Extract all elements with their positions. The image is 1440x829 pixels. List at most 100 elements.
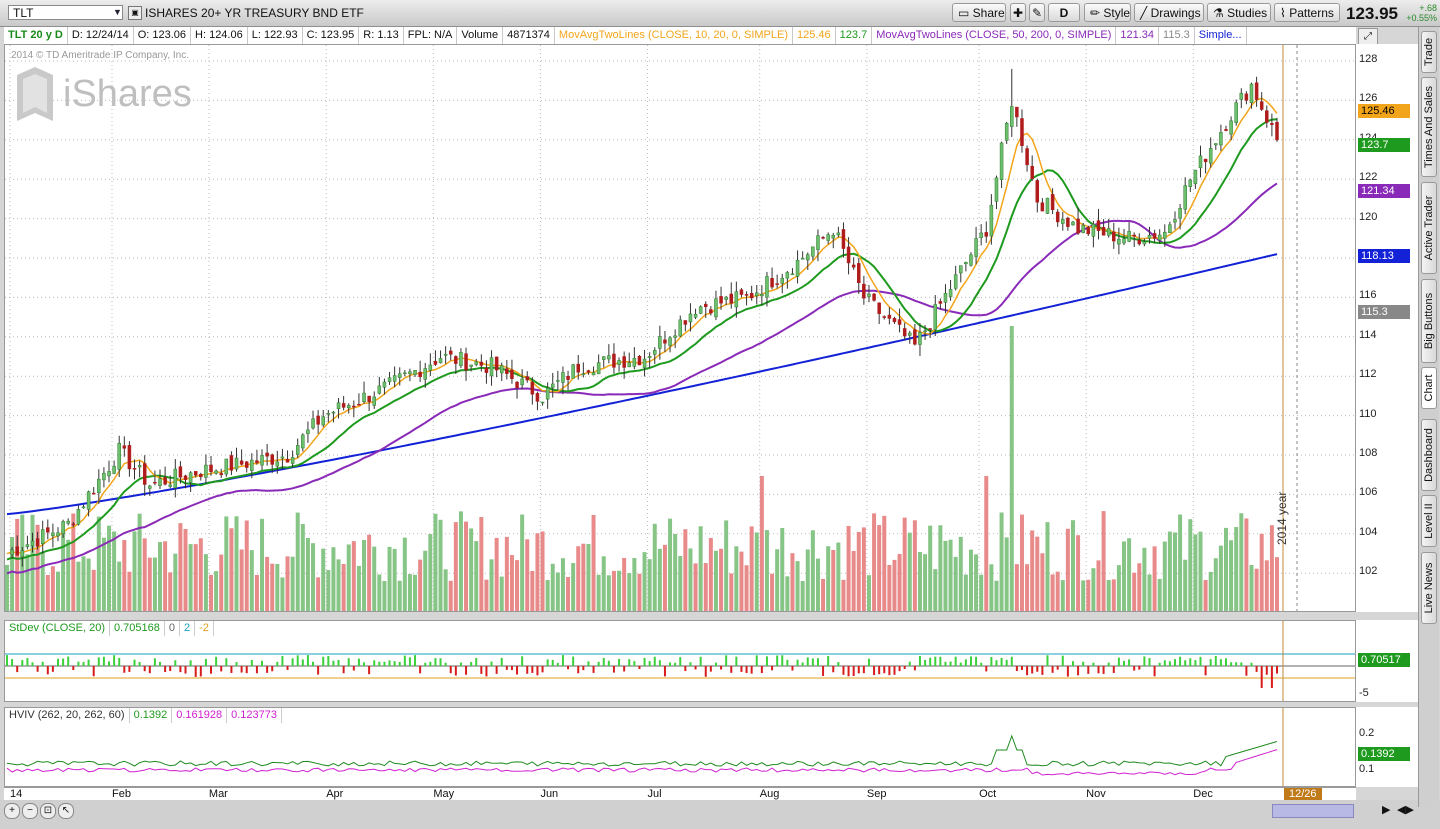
zoom-in-icon[interactable]: + bbox=[4, 803, 20, 819]
studies-button[interactable]: ⚗ Studies bbox=[1207, 3, 1271, 22]
stdev-bar bbox=[21, 660, 24, 666]
chart-settings-icon[interactable]: ⤢ bbox=[1358, 28, 1378, 45]
volume-label[interactable]: Volume bbox=[457, 27, 504, 44]
patterns-button[interactable]: ⌇ Patterns bbox=[1274, 3, 1340, 22]
stdev-bar bbox=[944, 661, 947, 666]
candle-body bbox=[872, 293, 876, 301]
candle-body bbox=[816, 235, 820, 250]
candle-body bbox=[357, 404, 361, 406]
price-axis[interactable]: 1281261241221201181161141121101081061041… bbox=[1356, 44, 1418, 612]
candle-body bbox=[688, 313, 693, 323]
stdev-bar bbox=[1204, 666, 1207, 676]
volume-bar bbox=[300, 523, 305, 611]
volume-bar bbox=[637, 573, 642, 611]
candle-body bbox=[556, 380, 560, 382]
volume-bar bbox=[50, 566, 55, 611]
tab-level-ii[interactable]: Level II bbox=[1421, 495, 1437, 547]
tab-times-and-sales[interactable]: Times And Sales bbox=[1421, 77, 1437, 177]
ma2-label[interactable]: MovAvgTwoLines (CLOSE, 50, 200, 0, SIMPL… bbox=[872, 27, 1117, 44]
candle-body bbox=[474, 361, 478, 365]
volume-bar bbox=[780, 528, 785, 611]
share-button[interactable]: ▭ Share bbox=[952, 3, 1006, 22]
volume-bar bbox=[1045, 522, 1050, 611]
drawings-button[interactable]: ╱ Drawings bbox=[1134, 3, 1204, 22]
symbol-input[interactable]: TLT bbox=[8, 5, 123, 20]
stdev-bar bbox=[1117, 657, 1120, 666]
stdev-bar bbox=[878, 666, 881, 675]
period-button[interactable]: D bbox=[1048, 3, 1080, 22]
tab-dashboard[interactable]: Dashboard bbox=[1421, 419, 1437, 491]
time-axis[interactable]: 14 Feb Mar Apr May Jun Jul Aug Sep Oct Nov Dec 12/2… bbox=[4, 787, 1356, 802]
hviv-legend: HVIV (262, 20, 262, 60) 0.1392 0.161928 0.1… bbox=[5, 708, 283, 723]
stdev-axis[interactable]: 0.70517 -5 bbox=[1356, 620, 1418, 702]
ishares-logo-icon bbox=[15, 65, 53, 121]
tab-trade[interactable]: Trade bbox=[1421, 31, 1437, 73]
stdev-bar bbox=[658, 660, 661, 666]
cursor-icon[interactable]: ↖ bbox=[58, 803, 74, 819]
candle-body bbox=[1254, 82, 1259, 100]
hviv-axis[interactable]: 0.2 0.1392 0.1 bbox=[1356, 707, 1418, 787]
hviv-panel[interactable]: HVIV (262, 20, 262, 60) 0.1392 0.161928 0.1… bbox=[4, 707, 1356, 787]
stdev-bar bbox=[781, 655, 784, 666]
zoom-out-icon[interactable]: − bbox=[22, 803, 38, 819]
link-icon[interactable]: ▣ bbox=[128, 6, 142, 20]
simple-link[interactable]: Simple... bbox=[1195, 27, 1247, 44]
volume-bar bbox=[617, 570, 622, 611]
stdev-bar bbox=[1097, 666, 1100, 674]
stdev-bar bbox=[618, 658, 621, 666]
horizontal-scrollbar[interactable] bbox=[1272, 804, 1354, 818]
stdev-bar bbox=[378, 661, 381, 666]
tab-chart[interactable]: Chart bbox=[1421, 367, 1437, 409]
candle-body bbox=[851, 264, 856, 268]
hviv-label[interactable]: HVIV (262, 20, 262, 60) bbox=[5, 708, 130, 723]
candle-body bbox=[234, 457, 239, 470]
volume-bar bbox=[469, 528, 474, 611]
stdev-bar bbox=[1005, 659, 1008, 666]
tab-live-news[interactable]: Live News bbox=[1421, 552, 1437, 624]
year-label: 2014 year bbox=[1275, 492, 1289, 545]
stdev-bar bbox=[1122, 660, 1125, 666]
stdev-panel[interactable]: StDev (CLOSE, 20) 0.705168 0 2 -2 bbox=[4, 620, 1356, 702]
stdev-bar bbox=[1184, 660, 1187, 666]
stdev-bar bbox=[1276, 666, 1278, 674]
candle-body bbox=[295, 445, 300, 455]
stdev-bar bbox=[883, 666, 886, 674]
stdev-bar bbox=[1245, 666, 1248, 676]
symbol-period-label[interactable]: TLT 20 y D bbox=[4, 27, 68, 44]
stdev-bar bbox=[985, 666, 988, 672]
tab-active-trader[interactable]: Active Trader bbox=[1421, 182, 1437, 274]
tab-level-label: Level II bbox=[1423, 503, 1435, 539]
volume-bar bbox=[795, 561, 800, 611]
pencil-tool-icon[interactable]: ✎ bbox=[1029, 3, 1045, 22]
volume-bar bbox=[86, 558, 91, 611]
stdev-bar bbox=[1041, 666, 1044, 675]
stdev-bar bbox=[1260, 666, 1263, 688]
crosshair-tool-icon[interactable]: ✚ bbox=[1010, 3, 1026, 22]
volume-bar bbox=[933, 569, 938, 611]
volume-bar bbox=[351, 541, 356, 611]
symbol-dropdown-icon[interactable]: ▼ bbox=[113, 7, 122, 17]
stdev-bar bbox=[261, 660, 264, 666]
scroll-right-icon[interactable]: ▶ bbox=[1382, 804, 1391, 816]
candle-body bbox=[994, 177, 999, 202]
stdev-bar bbox=[266, 666, 269, 673]
price-panel[interactable]: 2014 © TD Ameritrade IP Company, Inc. iS… bbox=[4, 44, 1356, 612]
stdev-plus2: 2 bbox=[180, 621, 196, 636]
volume-bar bbox=[790, 553, 795, 611]
volume-bar bbox=[214, 571, 219, 611]
stdev-bar bbox=[740, 666, 743, 672]
style-button[interactable]: ✏ Style bbox=[1084, 3, 1131, 22]
stdev-bar bbox=[1168, 661, 1171, 666]
candle-body bbox=[30, 540, 35, 547]
ma1-label[interactable]: MovAvgTwoLines (CLOSE, 10, 20, 0, SIMPLE… bbox=[555, 27, 793, 44]
stdev-bar bbox=[1138, 666, 1141, 670]
tab-big-buttons[interactable]: Big Buttons bbox=[1421, 279, 1437, 363]
stdev-label[interactable]: StDev (CLOSE, 20) bbox=[5, 621, 110, 636]
expand-icon[interactable]: ◀▶ bbox=[1397, 804, 1414, 816]
volume-bar bbox=[219, 554, 224, 611]
candle-body bbox=[724, 296, 728, 300]
volume-bar bbox=[448, 580, 453, 611]
zoom-fit-icon[interactable]: ⊡ bbox=[40, 803, 56, 819]
stdev-bar bbox=[1270, 666, 1273, 688]
candle-body bbox=[163, 477, 167, 485]
